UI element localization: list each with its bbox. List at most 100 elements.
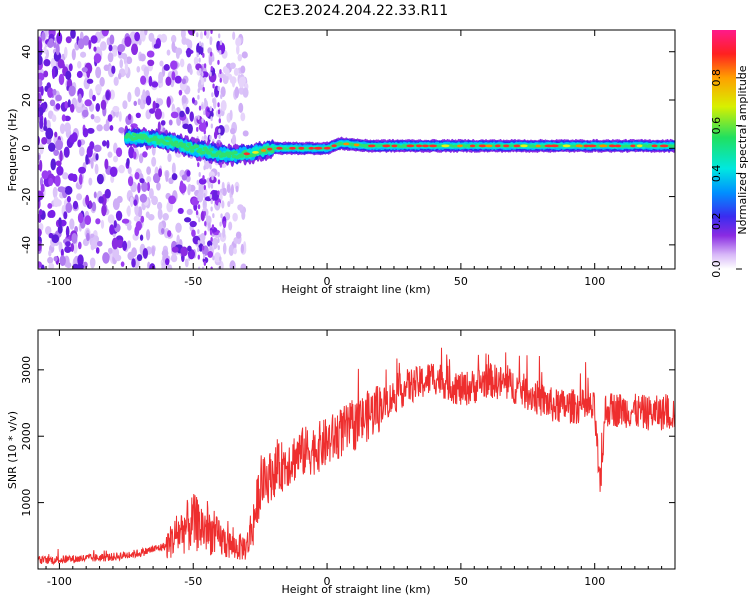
noise-blob — [222, 220, 227, 229]
noise-streak — [201, 71, 204, 77]
x-tick: 0 — [324, 330, 331, 588]
noise-blob — [93, 53, 102, 64]
noise-blob — [151, 81, 159, 88]
ridge-core — [478, 144, 487, 148]
noise-blob — [78, 166, 86, 174]
noise-blob — [115, 147, 123, 158]
ridge-core — [630, 144, 636, 148]
noise-streak — [211, 175, 214, 181]
noise-blob — [171, 173, 178, 181]
noise-blob — [110, 175, 115, 184]
x-tick: 50 — [454, 330, 468, 588]
noise-blob — [233, 237, 239, 245]
noise-blob — [186, 47, 192, 58]
noise-blob — [151, 156, 157, 167]
noise-blob — [68, 85, 76, 97]
noise-blob — [50, 57, 57, 69]
noise-blob — [127, 166, 132, 175]
noise-blob — [55, 103, 61, 110]
noise-blob — [64, 245, 72, 254]
noise-blob — [52, 88, 57, 96]
noise-streak — [209, 51, 213, 57]
noise-blob — [193, 56, 199, 66]
ridge-core — [367, 144, 376, 148]
noise-blob — [221, 200, 225, 209]
noise-streak — [203, 193, 206, 199]
noise-blob — [191, 97, 195, 104]
noise-streak — [197, 229, 200, 235]
noise-blob — [171, 246, 179, 253]
noise-blob — [227, 200, 231, 208]
noise-blob — [77, 241, 82, 250]
noise-streak — [218, 202, 221, 208]
y-tick: -20 — [20, 188, 675, 206]
noise-blob — [113, 76, 119, 86]
noise-blob — [65, 202, 73, 214]
noise-blob — [68, 63, 73, 72]
noise-blob — [82, 128, 89, 138]
y-tick: 0 — [20, 145, 675, 152]
x-tick-label: -100 — [47, 575, 72, 588]
ridge-cell — [140, 136, 145, 141]
ridge-core — [494, 144, 501, 148]
noise-blob — [81, 109, 89, 118]
noise-blob — [165, 258, 170, 266]
noise-blob — [64, 100, 68, 109]
noise-streak — [218, 128, 221, 134]
ridge-core — [353, 143, 360, 147]
noise-blob — [67, 173, 76, 181]
noise-blob — [58, 73, 65, 86]
noise-blob — [59, 255, 66, 267]
noise-blob — [217, 71, 225, 79]
noise-blob — [131, 43, 139, 56]
noise-blob — [103, 123, 110, 132]
noise-blob — [118, 127, 125, 134]
noise-streak — [209, 245, 212, 251]
noise-blob — [104, 188, 111, 199]
noise-blob — [238, 77, 245, 89]
noise-blob — [38, 72, 45, 82]
noise-blob — [167, 153, 172, 163]
ridge-cell — [239, 154, 245, 158]
noise-blob — [63, 211, 68, 220]
ridge-core — [575, 144, 583, 148]
noise-blob — [124, 62, 129, 74]
colorbar-tick-label: 0.4 — [710, 165, 723, 183]
noise-blob — [56, 32, 63, 44]
noise-blob — [133, 100, 138, 106]
noise-blob — [69, 218, 75, 230]
noise-streak — [210, 206, 213, 212]
noise-blob — [38, 40, 43, 52]
noise-streak — [201, 117, 204, 123]
noise-blob — [242, 87, 249, 98]
noise-blob — [162, 212, 169, 221]
noise-streak — [203, 211, 207, 217]
noise-blob — [213, 130, 218, 140]
x-tick: 50 — [454, 30, 468, 288]
noise-streak — [210, 123, 214, 129]
noise-blob — [77, 139, 82, 148]
ridge-core — [599, 144, 608, 148]
noise-blob — [51, 67, 56, 80]
noise-blob — [52, 186, 58, 199]
noise-blob — [179, 183, 187, 194]
noise-blob — [86, 69, 91, 79]
noise-streak — [203, 185, 207, 191]
ridge-core — [382, 144, 391, 148]
noise-streak — [198, 67, 202, 73]
noise-blob — [41, 170, 49, 180]
noise-blob — [96, 124, 103, 132]
noise-streak — [203, 260, 207, 266]
noise-blob — [59, 150, 63, 162]
noise-blob — [156, 182, 161, 191]
noise-streak — [219, 221, 222, 227]
noise-blob — [47, 87, 54, 99]
noise-streak — [217, 102, 220, 108]
noise-streak — [217, 171, 220, 177]
noise-blob — [179, 110, 185, 118]
ridge-core — [308, 146, 314, 150]
noise-blob — [168, 177, 174, 185]
spectrogram-ylabel: Frequency (Hz) — [6, 109, 19, 192]
noise-blob — [205, 30, 210, 39]
y-tick-label: 0 — [20, 145, 33, 152]
